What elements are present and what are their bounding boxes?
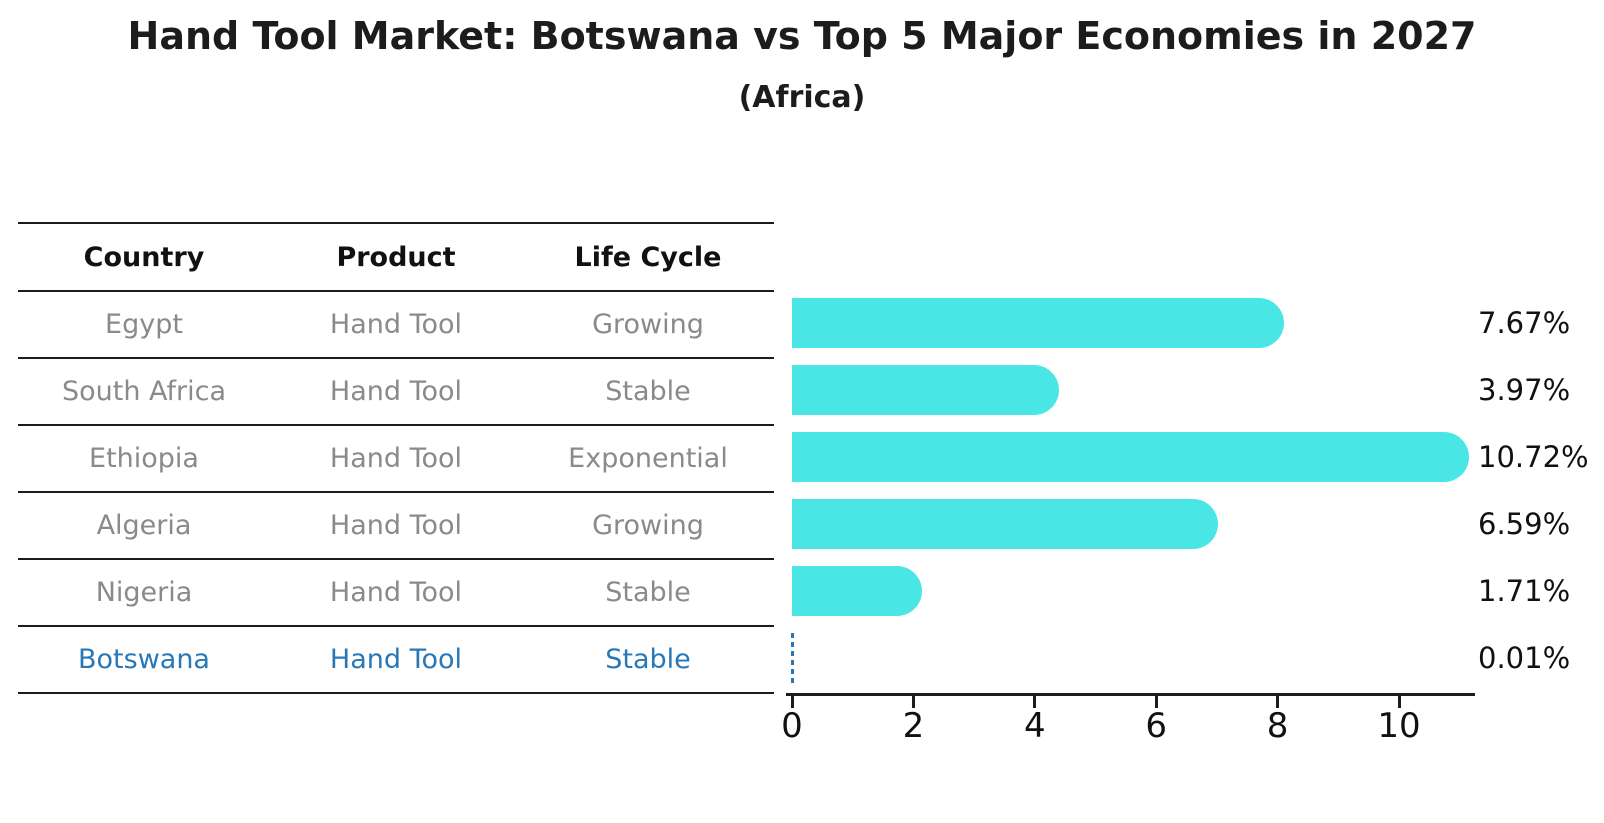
product-cell: Hand Tool [329, 443, 463, 474]
life-cycle-cell: Growing [592, 510, 704, 541]
table-row: Ethiopia Hand Tool Exponential [18, 426, 774, 493]
value-label: 6.59% [1478, 507, 1571, 541]
table-row: Nigeria Hand Tool Stable [18, 560, 774, 627]
product-cell: Hand Tool [329, 309, 463, 340]
x-axis-tick [1033, 696, 1037, 708]
table-header-row: Country Product Life Cycle [18, 222, 774, 292]
x-axis-tick-label: 2 [902, 706, 925, 746]
bar-egypt [792, 298, 1284, 348]
x-axis-tick-label: 6 [1145, 706, 1167, 746]
chart-subtitle: (Africa) [738, 80, 866, 115]
life-cycle-cell: Growing [592, 309, 704, 340]
bar-south-africa [792, 365, 1059, 415]
country-cell: Ethiopia [89, 443, 199, 474]
product-cell: Hand Tool [329, 510, 463, 541]
country-cell: Nigeria [95, 577, 193, 608]
bar-algeria [792, 499, 1218, 549]
x-axis-line [786, 693, 1475, 696]
x-axis-tick-label: 0 [781, 706, 803, 746]
country-cell: Algeria [96, 510, 192, 541]
country-cell: Botswana [78, 644, 210, 675]
x-axis-tick-label: 10 [1377, 706, 1421, 746]
product-cell: Hand Tool [329, 577, 463, 608]
bar-ethiopia [792, 432, 1469, 482]
country-cell: Egypt [105, 309, 183, 340]
value-label: 7.67% [1478, 306, 1571, 340]
life-cycle-cell: Exponential [568, 443, 728, 474]
table-header-product: Product [336, 241, 456, 273]
table-header-country: Country [83, 241, 205, 273]
x-axis-tick-label: 4 [1023, 706, 1046, 746]
country-table: Country Product Life Cycle Egypt Hand To… [18, 222, 774, 694]
value-label: 0.01% [1478, 641, 1571, 675]
country-cell: South Africa [61, 376, 227, 407]
table-row: Egypt Hand Tool Growing [18, 292, 774, 359]
value-label: 3.97% [1478, 373, 1571, 407]
x-axis-tick [1276, 696, 1280, 708]
table-row-highlighted: Botswana Hand Tool Stable [18, 627, 774, 694]
x-axis-tick [1154, 696, 1158, 708]
chart-title: Hand Tool Market: Botswana vs Top 5 Majo… [127, 14, 1477, 58]
life-cycle-cell: Stable [605, 376, 691, 407]
value-label: 1.71% [1478, 574, 1571, 608]
table-row: Algeria Hand Tool Growing [18, 493, 774, 560]
bar-nigeria [792, 566, 922, 616]
table-header-life-cycle: Life Cycle [574, 241, 722, 273]
x-axis-tick [1397, 696, 1401, 708]
x-axis-tick-label: 8 [1266, 706, 1289, 746]
life-cycle-cell: Stable [605, 644, 691, 675]
product-cell: Hand Tool [329, 376, 463, 407]
table-row: South Africa Hand Tool Stable [18, 359, 774, 426]
value-label: 10.72% [1478, 440, 1589, 474]
life-cycle-cell: Stable [605, 577, 691, 608]
product-cell: Hand Tool [329, 644, 463, 675]
bar-botswana [791, 633, 794, 683]
x-axis-tick [790, 696, 794, 708]
x-axis-tick [911, 696, 915, 708]
